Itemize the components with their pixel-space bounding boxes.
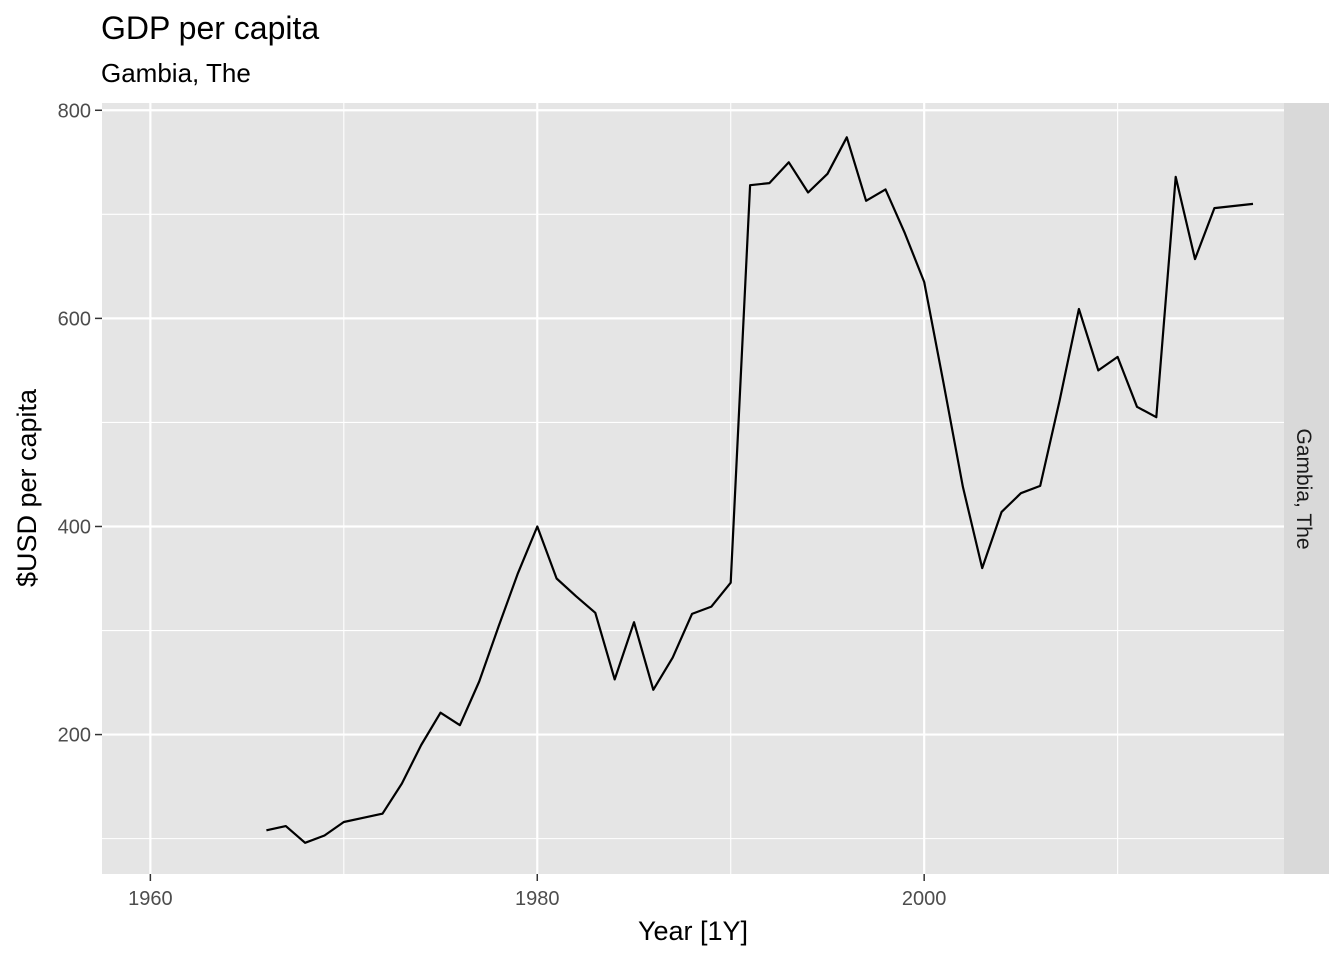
x-axis: 1960 1980 2000 [128, 874, 946, 910]
chart-title: GDP per capita [101, 10, 319, 46]
facet-strip [1284, 103, 1329, 874]
x-axis-title: Year [1Y] [638, 916, 748, 946]
y-tick-label: 600 [58, 308, 91, 330]
y-axis-title: $USD per capita [12, 388, 42, 587]
plot-panel [102, 103, 1284, 874]
facet-strip-label: Gambia, The [1292, 428, 1315, 549]
chart-subtitle: Gambia, The [101, 58, 251, 88]
major-gridlines [102, 103, 1284, 874]
y-tick-label: 200 [58, 725, 91, 747]
x-tick-label: 1980 [515, 888, 560, 910]
x-tick-label: 2000 [902, 888, 947, 910]
gdp-per-capita-line [266, 136, 1254, 844]
y-tick-label: 400 [58, 516, 91, 538]
x-tick-label: 1960 [128, 888, 173, 910]
y-tick-label: 800 [58, 100, 91, 122]
y-axis: 200 400 600 800 [58, 100, 102, 747]
